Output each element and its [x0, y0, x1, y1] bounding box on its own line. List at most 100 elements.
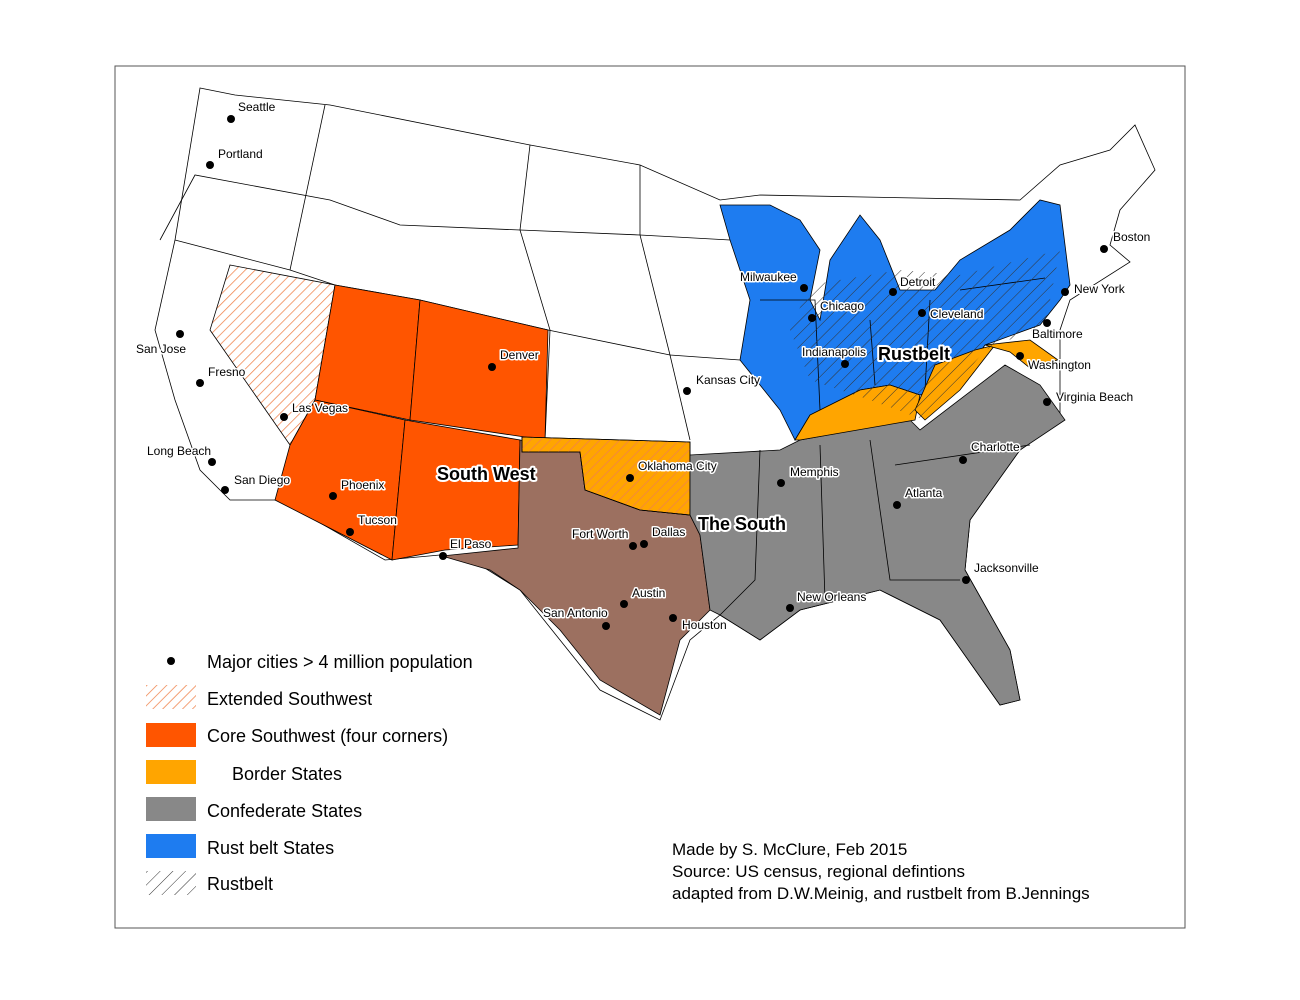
city-dot [629, 542, 637, 550]
state-lines [819, 444, 826, 601]
legend-swatch [146, 834, 196, 858]
city-dot [918, 309, 926, 317]
rustbelt-hatch [790, 250, 1060, 420]
city-label: San Jose [136, 342, 186, 356]
city-dot [176, 330, 184, 338]
city-dot [669, 614, 677, 622]
city-dot [1100, 245, 1108, 253]
confederate-states [689, 364, 1066, 706]
city-dot [280, 413, 288, 421]
city-label: Milwaukee [740, 270, 797, 284]
city-label: Long Beach [147, 444, 211, 458]
state-lines [894, 444, 1031, 466]
city-label: Virginia Beach [1056, 390, 1133, 404]
city-dot [221, 486, 229, 494]
core-southwest [391, 419, 521, 561]
city-label: Tucson [358, 513, 397, 527]
city-label: Boston [1113, 230, 1150, 244]
city-dot [683, 387, 691, 395]
city-dot [962, 576, 970, 584]
city-label: Baltimore [1032, 327, 1083, 341]
city-dot [841, 360, 849, 368]
city-dot [800, 284, 808, 292]
legend-swatch [146, 723, 196, 747]
state-lines [639, 165, 691, 441]
city-label: Dallas [652, 525, 685, 539]
city-label: Indianapolis [802, 345, 866, 359]
city-label: San Antonio [543, 606, 608, 620]
city-dot [227, 115, 235, 123]
region-label: South West [437, 464, 536, 484]
city-label: Denver [500, 348, 539, 362]
city-label: Portland [218, 147, 263, 161]
city-dot [439, 552, 447, 560]
city-label: Las Vegas [292, 401, 348, 415]
city-dot [208, 458, 216, 466]
legend-label: Rust belt States [207, 838, 334, 858]
legend-label: Major cities > 4 million population [207, 652, 473, 672]
legend-swatch [146, 685, 196, 709]
city-label: Memphis [790, 465, 839, 479]
city-label: Fort Worth [572, 527, 628, 541]
state-lines [289, 104, 326, 271]
legend-label: Border States [232, 764, 342, 784]
city-dot [786, 604, 794, 612]
city-dot [640, 540, 648, 548]
credit-line: Source: US census, regional defintions [672, 862, 965, 881]
city-label: Cleveland [930, 307, 983, 321]
legend-dot [167, 657, 175, 665]
credit-line: Made by S. McClure, Feb 2015 [672, 840, 907, 859]
city-dot [1043, 319, 1051, 327]
state-lines [719, 449, 761, 616]
city-dot [889, 288, 897, 296]
city-label: Washington [1028, 358, 1091, 372]
legend-label: Confederate States [207, 801, 362, 821]
region-label: Rustbelt [878, 344, 950, 364]
legend-swatch [146, 797, 196, 821]
city-dot [1043, 398, 1051, 406]
map-shapes [154, 87, 1156, 721]
city-label: Charlotte [971, 440, 1020, 454]
city-dot [777, 479, 785, 487]
legend-label: Rustbelt [207, 874, 273, 894]
city-dot [959, 456, 967, 464]
city-dot [626, 474, 634, 482]
city-dot [196, 379, 204, 387]
city-label: Houston [682, 618, 727, 632]
legend-label: Core Southwest (four corners) [207, 726, 448, 746]
credits: Made by S. McClure, Feb 2015 Source: US … [672, 840, 1090, 903]
city-dot [1016, 352, 1024, 360]
city-label: Chicago [820, 299, 864, 313]
city-label: Oklahoma City [638, 459, 717, 473]
city-dot [620, 600, 628, 608]
city-label: Seattle [238, 100, 276, 114]
city-label: San Diego [234, 473, 290, 487]
credit-line: adapted from D.W.Meinig, and rustbelt fr… [672, 884, 1090, 903]
city-label: Atlanta [905, 486, 943, 500]
core-southwest [274, 399, 406, 561]
legend-swatch [146, 871, 196, 895]
city-dot [808, 314, 816, 322]
state-lines [869, 439, 960, 581]
city-label: El Paso [450, 537, 492, 551]
city-label: Fresno [208, 365, 246, 379]
legend: Major cities > 4 million population Exte… [146, 652, 473, 895]
city-dot [1061, 288, 1069, 296]
city-label: Jacksonville [974, 561, 1039, 575]
city-dot [206, 161, 214, 169]
city-label: Austin [632, 586, 665, 600]
city-dot [488, 363, 496, 371]
city-label: Kansas City [696, 373, 760, 387]
city-label: New York [1074, 282, 1126, 296]
cities: Seattle Portland San Jose Fresno Las Vegas Lo… [135, 99, 1152, 634]
region-label: The South [698, 514, 786, 534]
city-label: Detroit [900, 275, 936, 289]
oklahoma-hatch [521, 436, 691, 516]
city-dot [346, 528, 354, 536]
legend-swatch [146, 760, 196, 784]
city-label: Phoenix [341, 478, 384, 492]
city-dot [329, 492, 337, 500]
city-dot [893, 501, 901, 509]
city-dot [602, 622, 610, 630]
